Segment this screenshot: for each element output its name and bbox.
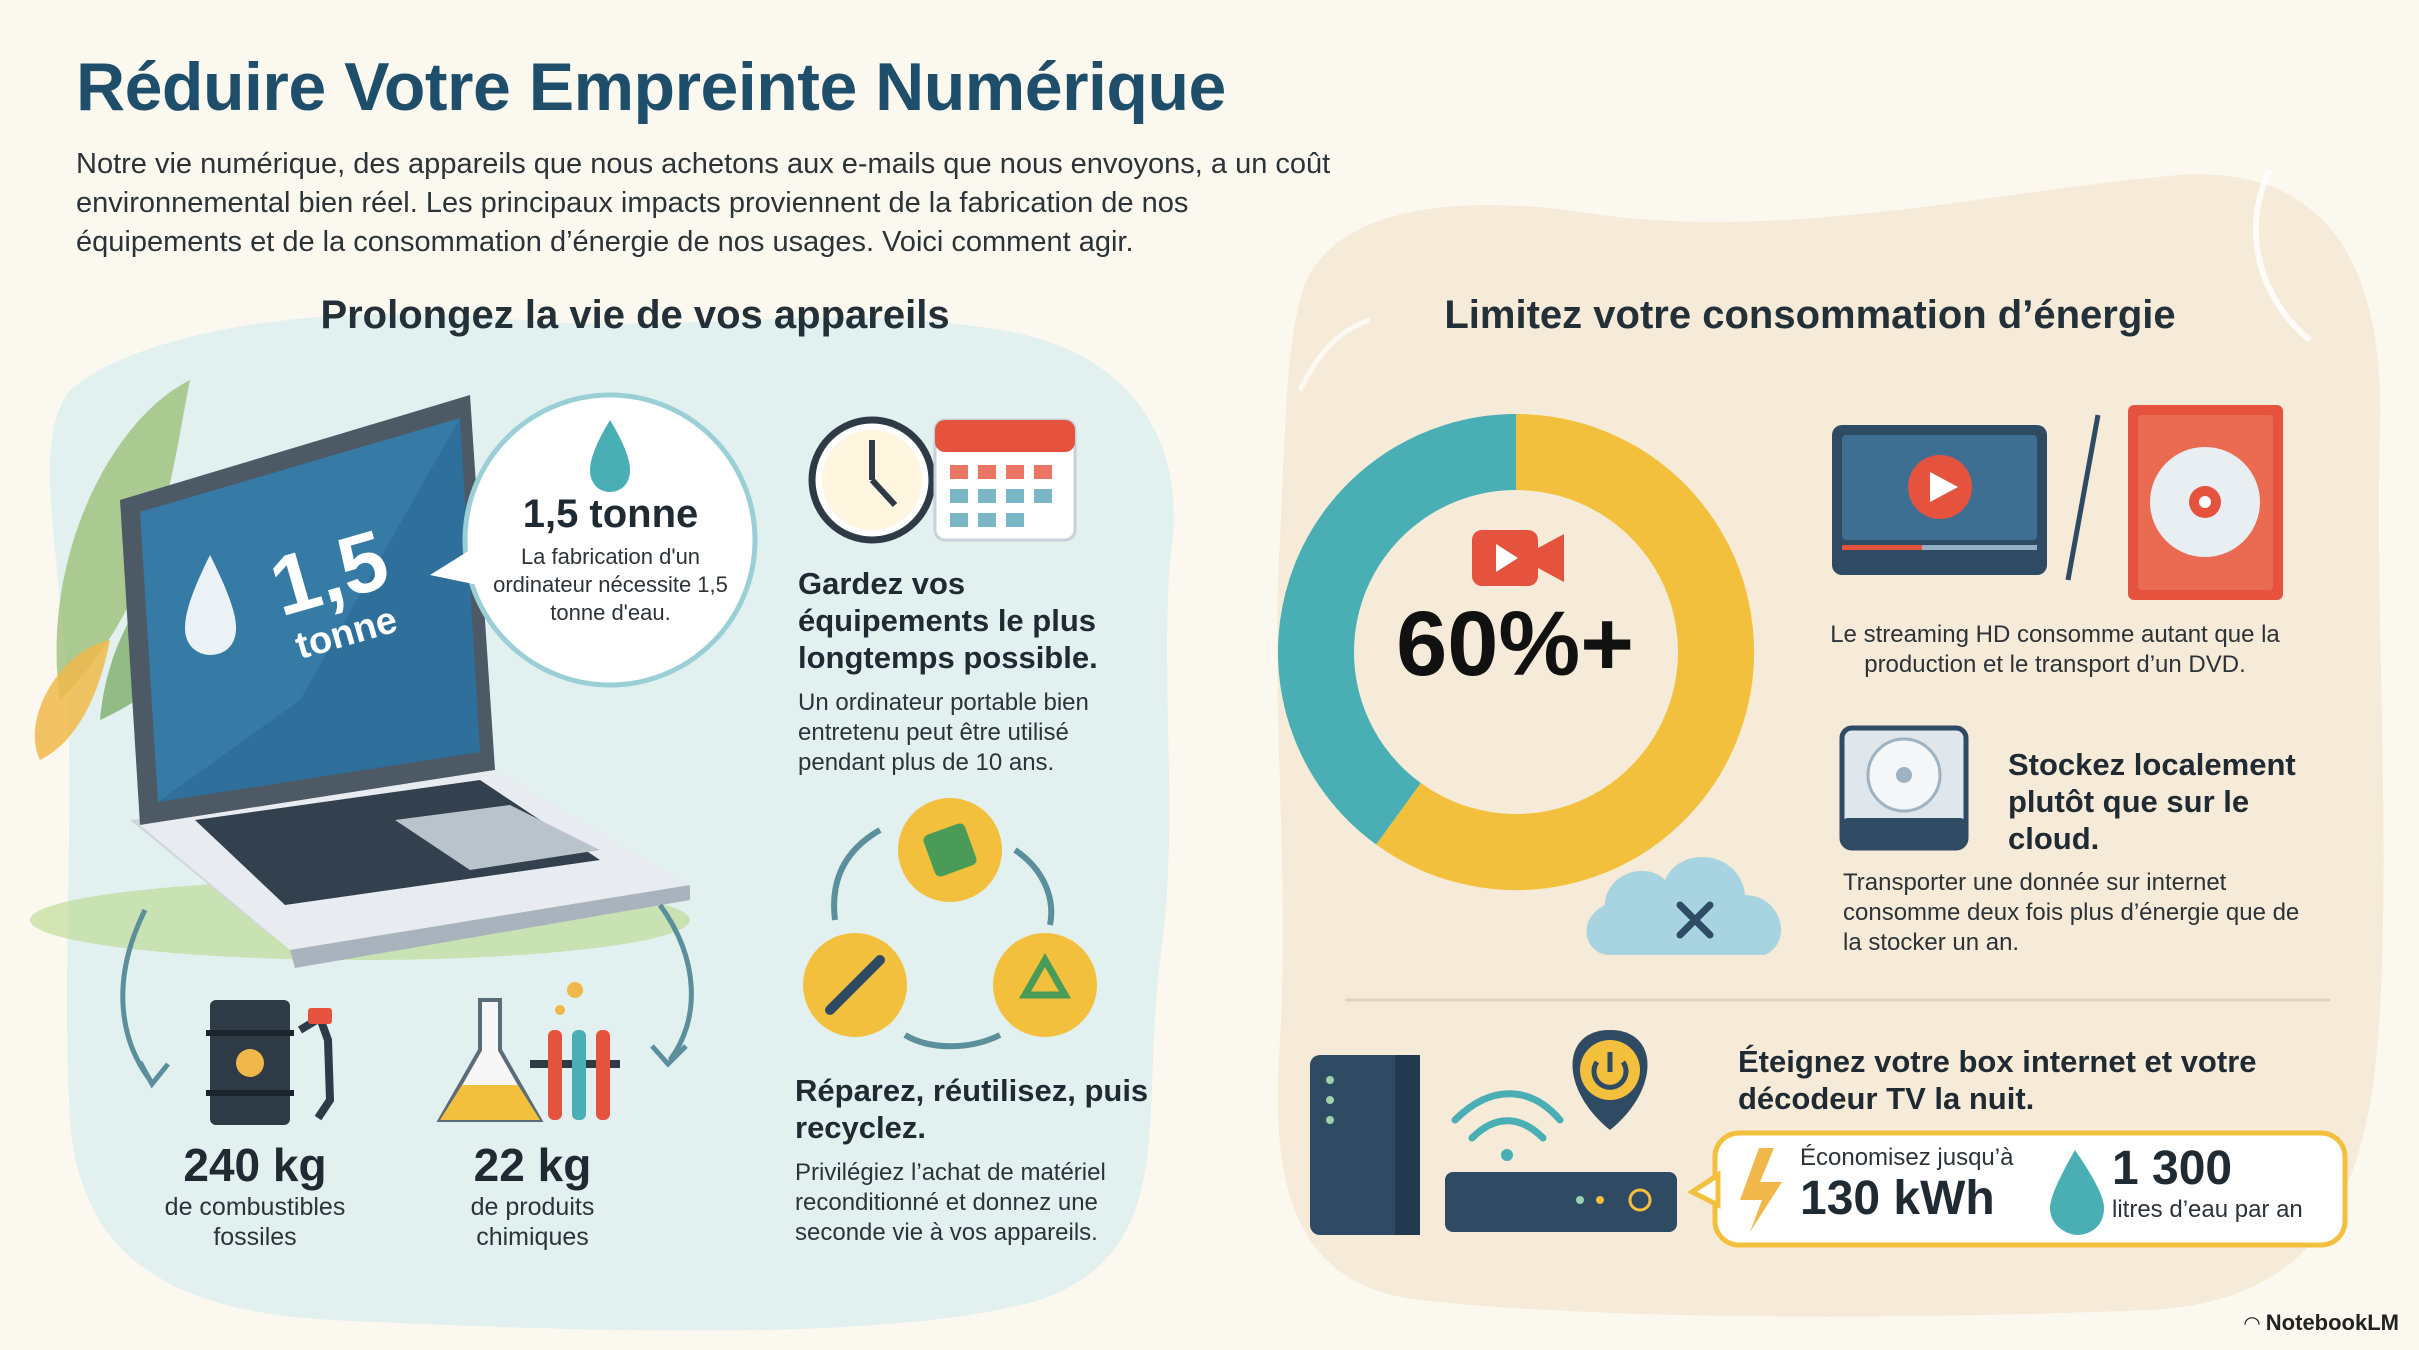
hard-drive-icon [1839, 725, 1969, 851]
page-title: Réduire Votre Empreinte Numérique [76, 49, 1226, 125]
fuel-value: 240 kg [183, 1139, 327, 1191]
power-pin-icon [1572, 1030, 1648, 1130]
chemicals-label: de produits chimiques [470, 1193, 595, 1251]
repair-text: Privilégiez l’achat de matériel recondit… [795, 1159, 1106, 1246]
notebooklm-icon: ◠ [2244, 1312, 2260, 1335]
bubble-content: 1,5 tonne La fabrication d'un ordinateur… [478, 492, 743, 627]
save-water-label: litres d’eau par an [2112, 1196, 2303, 1223]
tv-decoder-icon [1445, 1172, 1677, 1232]
donut-slice-1 [1376, 414, 1754, 890]
intro-paragraph: Notre vie numérique, des appareils que n… [76, 148, 1331, 258]
video-camera-icon [1472, 530, 1564, 586]
bubble-value: 1,5 tonne [522, 492, 699, 536]
chemicals-stat: 22 kg de produits chimiques [440, 1138, 625, 1252]
fuel-barrel-illustration [206, 1000, 335, 1125]
recycle-cycle-illustration [803, 798, 1097, 1050]
laptop-illustration [30, 395, 690, 968]
save-water: 1 300 litres d’eau par an [2112, 1143, 2342, 1225]
clock-icon [808, 416, 936, 544]
wifi-icon [1451, 1090, 1564, 1161]
keep-heading: Gardez vos équipements le plus longtemps… [798, 566, 1098, 675]
screen-water-drop-icon [185, 555, 236, 655]
video-player-icon [1832, 425, 2047, 575]
left-section-title: Prolongez la vie de vos appareils [320, 293, 950, 337]
repair-block: Réparez, réutilisez, puis recyclez. Priv… [795, 1072, 1155, 1248]
chemistry-illustration [436, 982, 620, 1122]
local-storage-text: Transporter une donnée sur internet cons… [1843, 869, 2300, 956]
water-bubble [430, 392, 758, 688]
brand-logo: ◠ NotebookLM [2244, 1310, 2399, 1336]
dvd-case-icon [2128, 405, 2283, 600]
fuel-stat: 240 kg de combustibles fossiles [150, 1138, 360, 1252]
save-energy: Économisez jusqu’à 130 kWh [1800, 1143, 2060, 1225]
right-section-title: Limitez votre consommation d’énergie [1444, 293, 2176, 337]
calendar-icon [933, 418, 1077, 542]
keep-devices-block: Gardez vos équipements le plus longtemps… [798, 565, 1128, 778]
box-heading: Éteignez votre box internet et votre déc… [1738, 1044, 2257, 1116]
donut-percentage-label: 60%+ [1396, 593, 1634, 695]
savings-box [1686, 1130, 2348, 1248]
router-icon [1310, 1055, 1420, 1235]
energy-donut-chart [1278, 414, 1754, 890]
repair-heading: Réparez, réutilisez, puis recyclez. [795, 1073, 1149, 1145]
save-water-value: 1 300 [2112, 1142, 2233, 1195]
brand-name: NotebookLM [2265, 1310, 2399, 1335]
fuel-label: de combustibles fossiles [164, 1193, 346, 1251]
save-kwh: 130 kWh [1800, 1172, 1995, 1225]
water-drop-icon [590, 420, 630, 492]
cloud-crossed-icon [1586, 857, 1782, 955]
keep-text: Un ordinateur portable bien entretenu pe… [798, 689, 1089, 776]
chemicals-value: 22 kg [473, 1139, 592, 1191]
local-storage-heading: Stockez localement plutôt que sur le clo… [2008, 747, 2296, 856]
save-prefix: Économisez jusqu’à [1800, 1144, 2014, 1171]
streaming-text: Le streaming HD consomme autant que la p… [1830, 621, 2280, 678]
donut-slice-2 [1278, 414, 1517, 845]
bubble-text: La fabrication d'un ordinateur nécessite… [493, 544, 728, 625]
